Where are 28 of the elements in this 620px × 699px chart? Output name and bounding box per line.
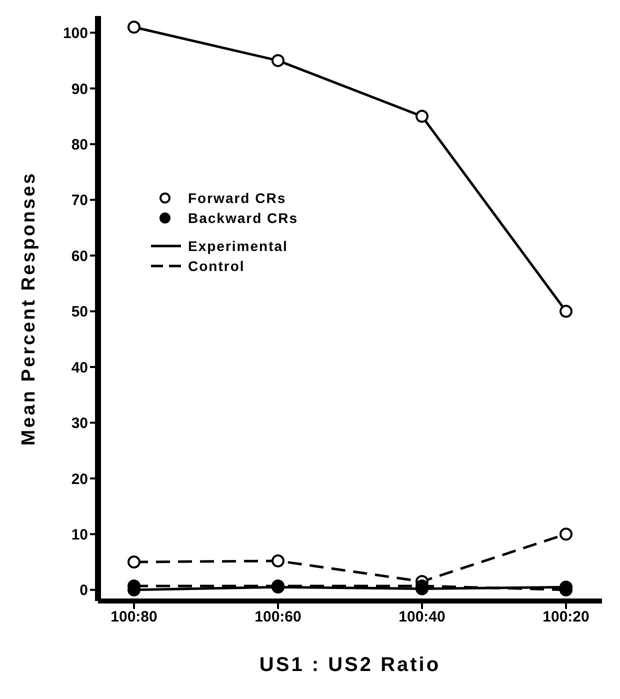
y-tick-label: 50 <box>71 304 88 321</box>
y-tick-label: 30 <box>71 415 88 432</box>
y-tick-label: 0 <box>80 582 88 600</box>
x-tick-label: 100:20 <box>542 608 590 626</box>
point <box>560 528 572 541</box>
point <box>272 54 284 68</box>
point <box>416 110 428 123</box>
point <box>128 556 140 568</box>
point <box>128 20 140 34</box>
y-tick-label: 10 <box>71 526 88 544</box>
y-tick-label: 20 <box>71 470 88 488</box>
y-tick-label: 80 <box>71 136 88 154</box>
y-tick-label: 60 <box>71 248 88 265</box>
x-tick-label: 100:40 <box>398 608 446 626</box>
y-tick-label: 40 <box>71 359 88 376</box>
y-axis-title: Mean Percent Responses <box>18 171 40 446</box>
x-axis-title: US1 : US2 Ratio <box>259 654 441 676</box>
point <box>272 554 284 568</box>
annotation: Forward CRs <box>188 190 286 206</box>
annotation: Control <box>188 258 245 274</box>
x-tick-label: 100:80 <box>110 608 158 626</box>
y-tick-label: 70 <box>71 192 88 210</box>
point <box>560 304 572 318</box>
y-tick-label: 90 <box>71 80 88 98</box>
x-tick-label: 100:60 <box>254 608 302 626</box>
y-tick-label: 100 <box>62 25 88 42</box>
annotation: Experimental <box>188 238 288 254</box>
annotation: Backward CRs <box>188 210 298 226</box>
